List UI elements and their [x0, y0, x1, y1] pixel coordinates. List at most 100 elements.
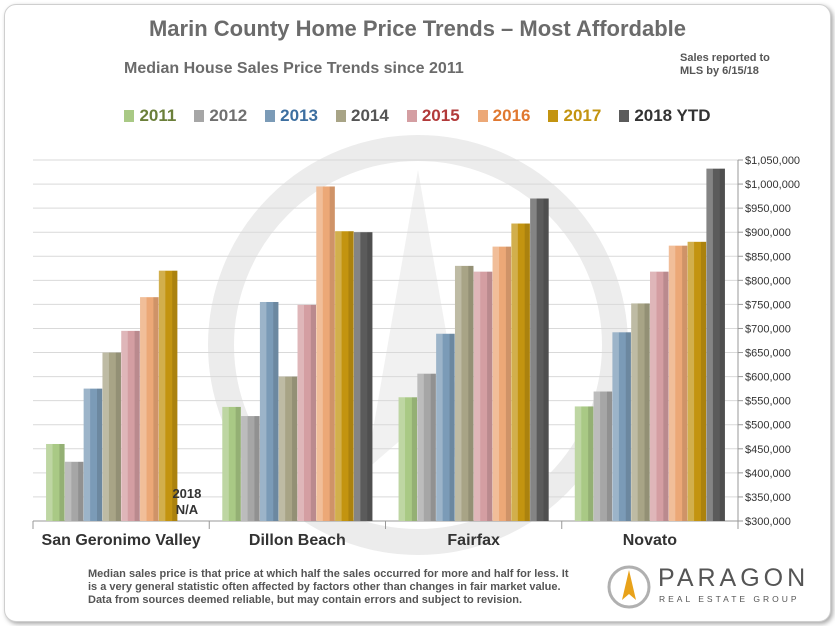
bar-highlight	[417, 373, 424, 521]
chart-subtitle: Median House Sales Price Trends since 20…	[124, 60, 464, 77]
y-tick-label: $400,000	[745, 468, 791, 480]
bar	[687, 241, 707, 521]
bar-highlight	[46, 443, 53, 521]
bar	[417, 373, 436, 521]
bar-shade	[543, 198, 549, 522]
y-tick-label: $750,000	[745, 299, 791, 311]
bar	[612, 332, 631, 521]
bar-highlight	[259, 301, 267, 521]
bar-shade	[663, 271, 669, 521]
bar-highlight	[574, 406, 582, 521]
bar	[353, 232, 373, 521]
bar-shade	[59, 443, 65, 521]
bar-shade	[449, 333, 455, 521]
y-tick-label: $700,000	[745, 323, 791, 335]
legend-swatch	[194, 110, 205, 122]
bar	[436, 333, 455, 521]
bar	[492, 246, 512, 521]
legend-swatch	[477, 110, 488, 122]
legend-item: 2018 YTD	[619, 106, 711, 126]
bar-shade	[625, 332, 631, 521]
bar-highlight	[241, 416, 248, 521]
bar-shade	[524, 223, 530, 521]
bar	[593, 391, 613, 521]
bar-highlight	[222, 406, 229, 521]
bar	[46, 443, 65, 521]
y-tick-label: $950,000	[745, 203, 791, 215]
paragon-logo-icon	[607, 565, 651, 609]
chart-legend: 2011 2012 2013 2014 2015 2016 2017 2018 YTD	[0, 106, 835, 126]
y-tick-label: $600,000	[745, 372, 791, 384]
y-tick-label: $300,000	[745, 516, 791, 528]
bar-highlight	[64, 461, 72, 521]
bar-highlight	[492, 246, 500, 521]
legend-label: 2015	[421, 106, 460, 125]
bar	[454, 265, 474, 521]
bar-shade	[273, 301, 279, 521]
legend-item: 2017	[548, 106, 601, 126]
category-label: Dillon Beach	[249, 532, 346, 549]
bar-shade	[254, 416, 260, 521]
bar	[64, 461, 84, 521]
bar-highlight	[668, 245, 676, 521]
legend-swatch	[619, 110, 630, 122]
na-label-line2: N/A	[176, 502, 199, 517]
legend-item: 2015	[406, 106, 460, 126]
bar-highlight	[631, 303, 638, 521]
bar-highlight	[158, 270, 166, 521]
bar	[530, 198, 549, 522]
bar	[706, 168, 725, 521]
y-tick-label: $550,000	[745, 396, 791, 408]
legend-item: 2013	[265, 106, 318, 126]
bar	[398, 397, 418, 521]
bar-shade	[367, 232, 373, 521]
bar-shade	[430, 373, 436, 521]
bar-highlight	[650, 271, 657, 521]
y-tick-label: $450,000	[745, 444, 791, 456]
chart-title: Marin County Home Price Trends – Most Af…	[148, 16, 687, 41]
bar-shade	[487, 271, 493, 521]
footer-disclaimer: Median sales price is that price at whic…	[88, 568, 569, 606]
y-tick-label: $800,000	[745, 275, 791, 287]
bar	[222, 406, 241, 521]
legend-label: 2018 YTD	[634, 106, 711, 125]
legend-label: 2011	[139, 106, 177, 125]
sales-note-line1: Sales reported to	[680, 52, 770, 64]
category-label: Fairfax	[447, 532, 500, 549]
bar	[574, 406, 594, 521]
bar-shade	[310, 304, 317, 521]
paragon-logo: PARAGON REAL ESTATE GROUP	[606, 564, 816, 610]
bar-shade	[78, 461, 84, 521]
legend-label: 2017	[563, 106, 602, 125]
bar-highlight	[706, 168, 713, 521]
bar-highlight	[316, 186, 323, 521]
bar-shade	[682, 245, 688, 521]
bar-shade	[115, 352, 121, 521]
y-tick-label: $1,000,000	[745, 179, 800, 191]
legend-label: 2016	[492, 106, 531, 125]
bar	[316, 186, 335, 521]
legend-swatch	[124, 110, 135, 122]
bar	[668, 245, 688, 521]
bar	[121, 330, 140, 521]
bar-highlight	[121, 330, 128, 521]
bar-shade	[588, 406, 594, 521]
bar-highlight	[297, 304, 304, 521]
sales-note: Sales reported to MLS by 6/15/18	[680, 52, 820, 78]
y-tick-label: $1,050,000	[745, 155, 800, 167]
bar-shade	[411, 397, 418, 521]
y-tick-label: $850,000	[745, 251, 791, 263]
bar-shade	[134, 330, 140, 521]
bar-highlight	[278, 376, 286, 521]
logo-wordmark: PARAGON	[658, 564, 810, 592]
bar-highlight	[454, 265, 462, 521]
bar	[83, 388, 103, 521]
bar-highlight	[511, 223, 518, 521]
bar	[511, 223, 530, 521]
legend-swatch	[265, 110, 276, 122]
bar	[650, 271, 669, 521]
logo-tagline: REAL ESTATE GROUP	[659, 594, 800, 604]
y-tick-label: $650,000	[745, 348, 791, 360]
bar-shade	[172, 270, 178, 521]
legend-item: 2011	[124, 106, 176, 126]
